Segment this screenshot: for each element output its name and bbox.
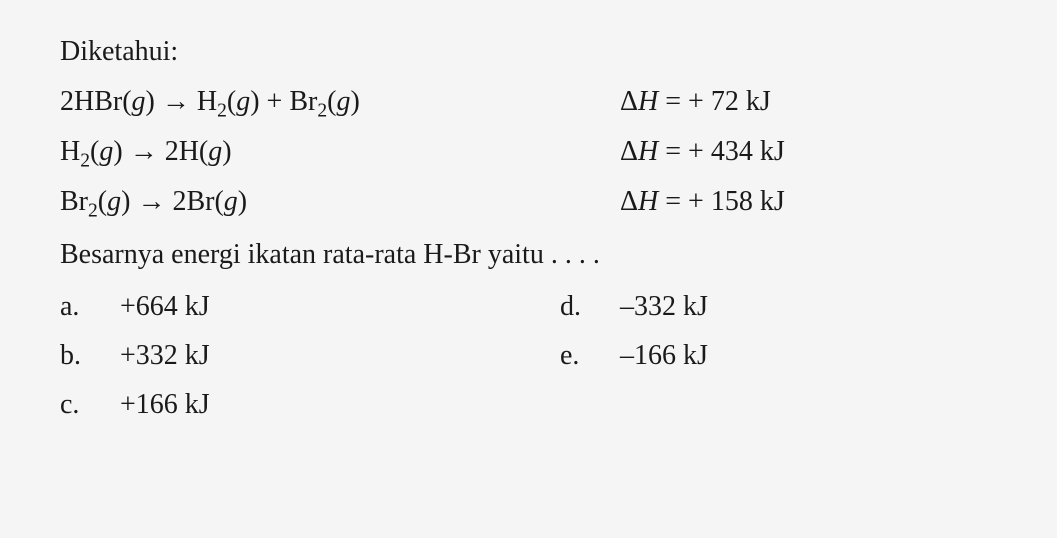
option-letter: c. <box>60 383 120 428</box>
option-letter: d. <box>560 285 620 330</box>
given-header: Diketahui: <box>60 30 997 75</box>
option-letter: e. <box>560 334 620 379</box>
reaction-enthalpy: ΔH = + 158 kJ <box>620 180 997 225</box>
options-grid: a. +664 kJ d. –332 kJ b. +332 kJ e. –166… <box>60 285 997 427</box>
reaction-row: H2(g) → 2H(g) ΔH = + 434 kJ <box>60 129 997 177</box>
reaction-equation: Br2(g) → 2Br(g) <box>60 179 620 227</box>
reaction-enthalpy: ΔH = + 72 kJ <box>620 80 997 125</box>
option-value: +166 kJ <box>120 383 210 428</box>
reaction-row: 2HBr(g) → H2(g) + Br2(g) ΔH = + 72 kJ <box>60 79 997 127</box>
option-value: –166 kJ <box>620 334 708 379</box>
option-letter: a. <box>60 285 120 330</box>
option-letter: b. <box>60 334 120 379</box>
reaction-row: Br2(g) → 2Br(g) ΔH = + 158 kJ <box>60 179 997 227</box>
option-value: +332 kJ <box>120 334 210 379</box>
chemistry-problem: Diketahui: 2HBr(g) → H2(g) + Br2(g) ΔH =… <box>60 30 997 428</box>
option-value: –332 kJ <box>620 285 708 330</box>
reaction-equation: 2HBr(g) → H2(g) + Br2(g) <box>60 79 620 127</box>
reaction-enthalpy: ΔH = + 434 kJ <box>620 130 997 175</box>
option-a: a. +664 kJ <box>60 285 540 330</box>
option-c: c. +166 kJ <box>60 383 540 428</box>
option-b: b. +332 kJ <box>60 334 540 379</box>
reaction-equation: H2(g) → 2H(g) <box>60 129 620 177</box>
option-e: e. –166 kJ <box>560 334 997 379</box>
option-value: +664 kJ <box>120 285 210 330</box>
question-text: Besarnya energi ikatan rata-rata H-Br ya… <box>60 233 997 278</box>
option-d: d. –332 kJ <box>560 285 997 330</box>
